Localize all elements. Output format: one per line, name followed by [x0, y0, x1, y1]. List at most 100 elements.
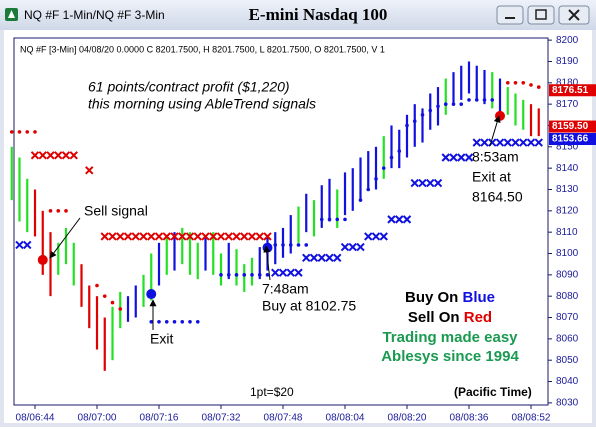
stop-x — [263, 232, 272, 241]
exit-note: Exit at — [472, 169, 511, 185]
stop-x — [46, 151, 55, 160]
stop-x — [526, 138, 536, 147]
stop-dot — [482, 98, 487, 102]
stop-x — [247, 232, 257, 241]
y-tick-label: 8130 — [556, 184, 579, 195]
stop-dot — [536, 85, 541, 89]
stop-x — [356, 242, 365, 252]
stop-x — [139, 232, 148, 241]
stop-dot — [157, 319, 161, 324]
stop-x — [480, 138, 489, 147]
y-tick-label: 8040 — [556, 376, 579, 387]
stop-x — [232, 232, 241, 241]
signal-dot — [495, 110, 505, 121]
stop-dot — [273, 243, 278, 247]
app-icon-glyph — [8, 10, 15, 18]
stop-dot — [118, 307, 123, 311]
stop-dot — [428, 108, 433, 113]
stop-dot — [420, 113, 425, 117]
blue-word: Blue — [463, 289, 496, 306]
y-tick-label: 8170 — [556, 99, 579, 110]
stop-dot — [102, 294, 107, 298]
stop-x — [100, 232, 109, 241]
stop-x — [224, 232, 233, 241]
stop-dot — [389, 155, 394, 160]
buy-note: 7:48am — [262, 281, 309, 297]
stop-x — [464, 153, 474, 162]
stop-dot — [366, 187, 371, 192]
stop-x — [433, 178, 443, 188]
y-tick-label: 8150 — [556, 141, 579, 152]
stop-x — [402, 215, 412, 224]
stop-dot — [234, 273, 239, 277]
exit-note: 8164.50 — [472, 189, 523, 205]
signal-dot — [262, 242, 273, 253]
stop-x — [15, 240, 24, 250]
y-tick-label: 8140 — [556, 163, 579, 174]
x-tick-label: 08/08:52 — [512, 413, 551, 424]
stop-x — [108, 232, 117, 241]
exit-note: Exit — [150, 331, 173, 347]
stop-x — [271, 268, 280, 277]
stop-x — [371, 232, 381, 241]
stop-x — [441, 153, 450, 162]
stop-dot — [343, 217, 347, 222]
stop-x — [294, 268, 303, 277]
red-word: Red — [464, 309, 492, 326]
stop-x — [418, 178, 427, 188]
x-tick-label: 08/07:48 — [264, 413, 303, 424]
close-glyph — [568, 9, 580, 21]
annotations: 61 points/contract profit ($1,220) this … — [49, 79, 532, 399]
stop-dot — [48, 209, 53, 213]
y-tick-label: 8100 — [556, 248, 579, 259]
stop-dot — [250, 273, 254, 277]
stop-dot — [110, 300, 115, 305]
slogan: Ablesys since 1994 — [381, 348, 519, 365]
x-tick-label: 08/08:36 — [450, 413, 489, 424]
stop-dot — [9, 130, 14, 134]
x-tick-label: 08/07:16 — [140, 413, 179, 424]
arrow — [489, 115, 501, 147]
signal-dot — [146, 289, 157, 300]
stop-x — [123, 232, 133, 241]
stop-dot — [304, 243, 309, 247]
stop-dot — [529, 83, 533, 87]
sell-note: Sell signal — [84, 203, 148, 219]
x-tick-label: 08/07:32 — [202, 413, 241, 424]
info-line: NQ #F [3-Min] 04/08/20 0.0000 C 8201.750… — [20, 44, 385, 54]
stop-x — [116, 232, 125, 241]
restore-button[interactable] — [527, 5, 555, 25]
stop-x — [185, 232, 195, 241]
stop-x — [69, 151, 78, 160]
stop-dot — [451, 102, 456, 106]
stop-dot — [149, 319, 154, 324]
x-tick-label: 08/08:20 — [388, 413, 427, 424]
buy-on-word: Buy On — [405, 289, 458, 306]
buy-on-blue: Buy On Blue — [405, 289, 495, 306]
timezone: (Pacific Time) — [454, 385, 532, 399]
stop-dot — [412, 119, 417, 124]
stop-dot — [281, 243, 285, 247]
stop-x — [449, 153, 458, 162]
x-tick-label: 08/06:44 — [16, 413, 55, 424]
y-tick-label: 8090 — [556, 269, 579, 280]
stop-dot — [164, 319, 169, 324]
stop-dot — [474, 98, 479, 102]
stop-dot — [25, 130, 30, 134]
stop-dot — [405, 123, 409, 128]
stop-x — [387, 215, 396, 224]
stop-x — [426, 178, 435, 188]
stop-x — [30, 151, 40, 160]
profit-note: this morning using AbleTrend signals — [88, 96, 316, 112]
stop-x — [379, 232, 388, 241]
stop-x — [503, 138, 512, 147]
stop-dot — [374, 177, 378, 181]
stop-dot — [513, 81, 518, 85]
price-marker — [549, 133, 596, 146]
arrow — [49, 217, 81, 259]
y-tick-label: 8030 — [556, 398, 579, 409]
exit-note: 8:53am — [472, 149, 519, 165]
stop-dot — [443, 102, 448, 106]
minimize-button[interactable] — [496, 5, 524, 25]
stop-dot — [490, 98, 495, 102]
